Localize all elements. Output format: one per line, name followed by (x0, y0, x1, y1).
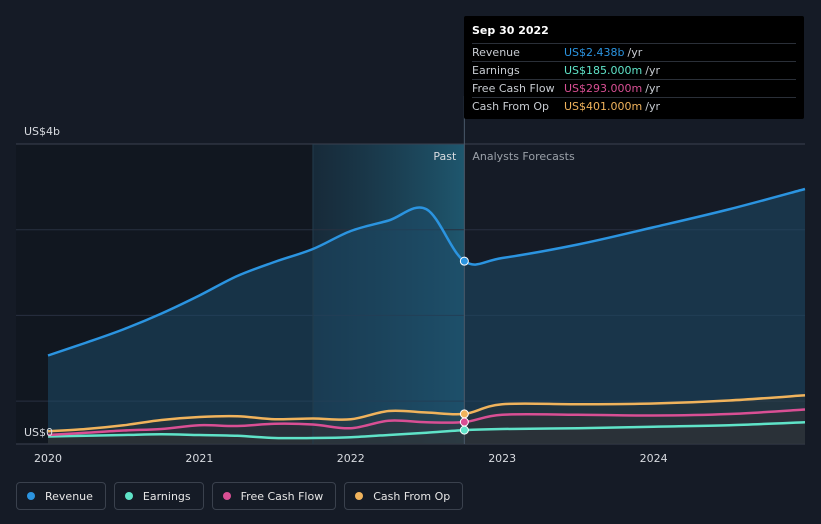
tooltip-label: Cash From Op (472, 100, 550, 113)
y-axis-bottom-label: US$0 (24, 426, 53, 439)
free-cash-flow-dot-icon (222, 492, 231, 500)
tooltip-value: US$293.000m (564, 82, 643, 95)
x-tick-label: 2021 (185, 452, 213, 465)
tooltip-unit: /yr (645, 64, 660, 77)
legend-label: Cash From Op (373, 489, 451, 503)
free-cash-flow-marker (459, 417, 469, 427)
tooltip-label: Revenue (472, 46, 520, 59)
x-tick-label: 2020 (34, 452, 62, 465)
legend-item-free-cash-flow[interactable]: Free Cash Flow (211, 482, 337, 510)
earnings-dot-icon (124, 492, 133, 500)
tooltip-unit: /yr (645, 82, 660, 95)
cash-from-op-line (47, 394, 806, 433)
revenue-dot-icon (27, 492, 35, 500)
x-axis-ticks: 2020 2021 2022 2023 2024 (34, 452, 668, 465)
cash-from-op-marker (459, 409, 469, 419)
cash-from-op-dot-icon (355, 492, 364, 500)
tooltip-value: US$2.438b (564, 46, 625, 59)
tooltip-unit: /yr (627, 46, 643, 59)
revenue-area (48, 189, 805, 444)
tooltip-row-earnings: Earnings US$185.000m /yr (472, 61, 796, 79)
tooltip-rows: Revenue US$2.438b /yr Earnings US$185.00… (472, 43, 796, 115)
legend-label: Earnings (142, 489, 191, 503)
past-label: Past (433, 150, 457, 163)
tooltip-label: Earnings (472, 64, 520, 77)
legend-item-cash-from-op[interactable]: Cash From Op (344, 482, 464, 510)
tooltip-label: Free Cash Flow (472, 82, 555, 95)
tooltip-value: US$401.000m (564, 100, 643, 113)
tooltip-row-free-cash-flow: Free Cash Flow US$293.000m /yr (472, 79, 796, 97)
x-tick-label: 2022 (337, 452, 365, 465)
tooltip-row-cash-from-op: Cash From Op US$401.000m /yr (472, 97, 796, 115)
x-tick-label: 2024 (640, 452, 668, 465)
tooltip-unit: /yr (645, 100, 660, 113)
free-cash-flow-line (47, 408, 806, 437)
hover-markers (459, 256, 469, 435)
earnings-marker (459, 425, 469, 435)
x-tick-label: 2023 (488, 452, 516, 465)
legend-label: Free Cash Flow (240, 489, 324, 503)
tooltip-value: US$185.000m (564, 64, 643, 77)
tooltip-date: Sep 30 2022 (472, 24, 549, 37)
revenue-line (47, 187, 806, 357)
legend-item-earnings[interactable]: Earnings (113, 482, 204, 510)
revenue-marker (459, 256, 469, 266)
earnings-line (47, 421, 806, 440)
series-lines (47, 187, 806, 440)
legend-label: Revenue (45, 489, 93, 503)
legend-item-revenue[interactable]: Revenue (16, 482, 106, 510)
tooltip-row-revenue: Revenue US$2.438b /yr (472, 43, 796, 61)
y-axis-top-label: US$4b (24, 125, 60, 138)
cash-from-op-area (48, 395, 805, 444)
legend: Revenue Earnings Free Cash Flow Cash Fro… (16, 482, 464, 510)
forecast-label: Analysts Forecasts (472, 150, 575, 163)
tooltip: Sep 30 2022 Revenue US$2.438b /yr Earnin… (464, 16, 804, 119)
